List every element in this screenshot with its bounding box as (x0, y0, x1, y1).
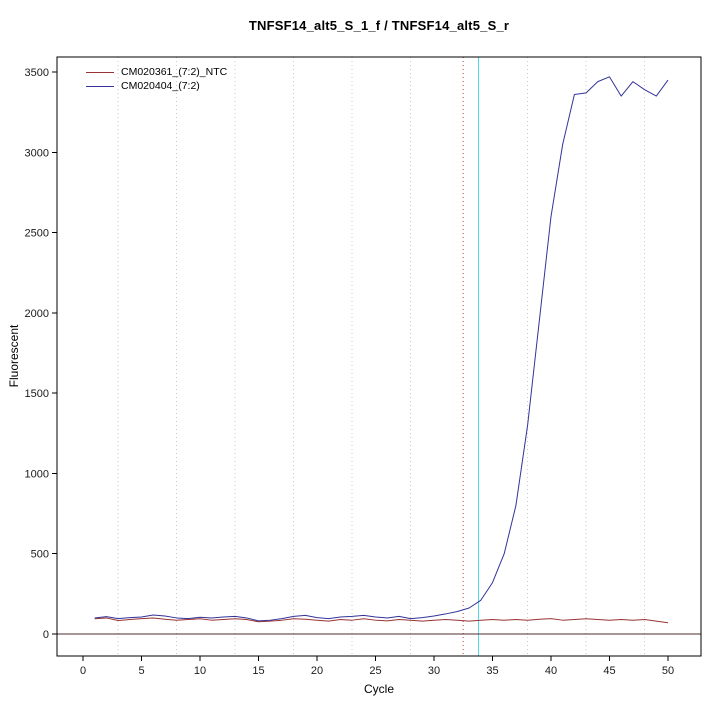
x-tick-label: 45 (603, 665, 615, 677)
legend-item-sample: CM020404_(7:2) (86, 79, 227, 93)
y-tick-label: 500 (31, 549, 49, 561)
x-tick-label: 20 (311, 665, 323, 677)
legend-item-ntc: CM020361_(7:2)_NTC (86, 65, 227, 79)
x-tick-label: 25 (369, 665, 381, 677)
x-tick-label: 35 (486, 665, 498, 677)
series-line-CM020361_(7:2)_NTC (94, 617, 669, 624)
x-tick-label: 15 (252, 665, 264, 677)
y-tick-label: 3000 (25, 147, 49, 159)
y-tick-label: 2000 (25, 308, 49, 320)
legend-line-swatch-sample (86, 85, 114, 87)
x-tick-label: 50 (662, 665, 674, 677)
x-tick-label: 10 (194, 665, 206, 677)
x-tick-label: 0 (80, 665, 86, 677)
legend-label-sample: CM020404_(7:2) (121, 80, 200, 92)
x-tick-label: 5 (138, 665, 144, 677)
x-tick-label: 40 (545, 665, 557, 677)
y-tick-label: 1000 (25, 468, 49, 480)
series-line-CM020404_(7:2) (94, 76, 669, 622)
y-tick-label: 2500 (25, 228, 49, 240)
legend: CM020361_(7:2)_NTC CM020404_(7:2) (86, 65, 227, 93)
x-tick-label: 30 (428, 665, 440, 677)
y-tick-label: 1500 (25, 388, 49, 400)
y-tick-label: 3500 (25, 67, 49, 79)
plot-border (56, 56, 702, 657)
y-axis-title: Fluorescent (7, 324, 21, 388)
chart-title: TNFSF14_alt5_S_1_f / TNFSF14_alt5_S_r (248, 18, 510, 33)
legend-label-ntc: CM020361_(7:2)_NTC (121, 66, 228, 78)
legend-line-swatch-ntc (86, 71, 114, 73)
y-tick-label: 0 (43, 629, 49, 641)
x-axis-title: Cycle (363, 682, 394, 696)
